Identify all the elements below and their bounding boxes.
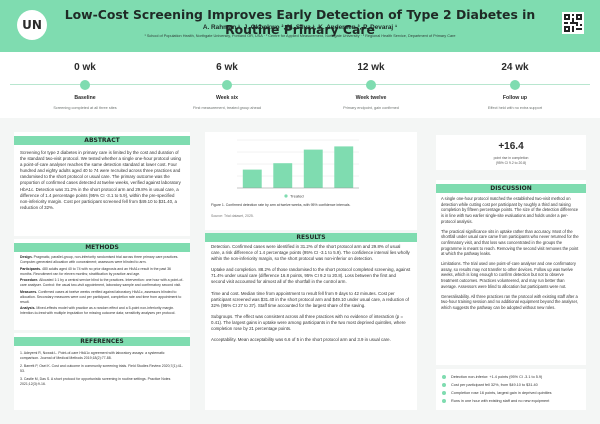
discussion-paragraph: The practical significance sits in uptak… bbox=[441, 228, 579, 257]
milestone-subtext: Effect held with no extra support bbox=[487, 106, 543, 110]
discussion-card: DISCUSSION A single one-hour protocol ma… bbox=[436, 180, 586, 365]
milestone-subtext: First measurement, treated group ahead bbox=[193, 106, 261, 110]
university-logo: UN bbox=[17, 10, 47, 40]
methods-item-participants: Participants. 480 adults aged 40 to 74 w… bbox=[20, 267, 184, 277]
methods-list: Design. Pragmatic, parallel-group, non-i… bbox=[20, 255, 184, 316]
references-heading: REFERENCES bbox=[14, 337, 190, 346]
key-point: Completion rose 16 points, largest gain … bbox=[442, 389, 551, 396]
reference-item: 3. Castle M, Das S. A short protocol for… bbox=[20, 377, 171, 386]
milestone-dot bbox=[222, 80, 232, 90]
methods-item-procedure: Procedure. Allocated 1:1 by a central se… bbox=[20, 278, 184, 288]
chart-bar bbox=[273, 163, 293, 188]
milestone-label: Baseline bbox=[74, 95, 96, 101]
study-timeline: 0 wk Baseline Screening completed at all… bbox=[0, 52, 600, 118]
results-paragraph: Uptake and completion. 88.2% of those ra… bbox=[211, 267, 411, 285]
milestone-time: 0 wk bbox=[74, 62, 96, 73]
chart-bar bbox=[242, 169, 262, 188]
milestone-label: Week six bbox=[215, 95, 239, 101]
results-card: RESULTS Detection. Confirmed cases were … bbox=[205, 233, 417, 410]
milestone-time: 6 wk bbox=[216, 62, 238, 73]
results-paragraph: Subgroups. The effect was consistent acr… bbox=[211, 313, 406, 332]
methods-card: METHODS Design. Pragmatic, parallel-grou… bbox=[14, 239, 190, 330]
headline-stat-label-line: point rise in completion bbox=[493, 156, 529, 160]
milestone-label: Follow up bbox=[502, 95, 528, 101]
bullet-dot-icon bbox=[442, 382, 446, 387]
headline-stat-value: +16.4 bbox=[498, 141, 524, 152]
results-paragraph: Acceptability. Mean acceptability was 6.… bbox=[211, 337, 391, 343]
milestone-follow-up: 24 wk Follow up Effect held with no extr… bbox=[445, 62, 585, 110]
reference-item: 1. Adeyemi R, Nowak L. Point-of-care HbA… bbox=[20, 351, 165, 360]
milestone-dot bbox=[510, 80, 520, 90]
figure-caption: Figure 1. Confirmed detection rate by ar… bbox=[211, 203, 351, 207]
chart-legend-label: Treated bbox=[290, 194, 304, 199]
results-paragraph: Time and cost. Median time from appointm… bbox=[211, 290, 409, 308]
results-heading: RESULTS bbox=[205, 233, 417, 242]
headline-stat-card: +16.4 point rise in completion (95% CI 9… bbox=[436, 135, 586, 170]
timeline-line bbox=[10, 84, 590, 85]
bullet-dot-icon bbox=[442, 398, 446, 403]
methods-item-text: Confirmed cases at twelve weeks verified… bbox=[20, 289, 182, 304]
poster-title: Low-Cost Screening Improves Early Detect… bbox=[64, 7, 536, 37]
figure-source: Source: Trial dataset, 2025. bbox=[211, 214, 254, 218]
discussion-paragraph: Generalisability. All three practices ra… bbox=[441, 293, 579, 310]
references-list: 1. Adeyemi R, Nowak L. Point-of-care HbA… bbox=[20, 351, 184, 387]
affiliations: ¹ School of Population Health, Northgate… bbox=[144, 34, 456, 38]
key-point: Detection non-inferior: +1.4 points (95%… bbox=[442, 373, 542, 380]
milestone-week-twelve: 12 wk Week twelve Primary endpoint, gain… bbox=[301, 62, 441, 110]
chart-bar bbox=[334, 146, 354, 188]
milestone-dot bbox=[366, 80, 376, 90]
headline-stat-label-line: (95% CI 9.2 to 20.8) bbox=[495, 160, 527, 165]
methods-item-analysis: Analysis. Mixed-effects model with pract… bbox=[20, 306, 184, 316]
discussion-text: A single one-hour protocol matched the e… bbox=[441, 196, 581, 311]
headline-stat-label: point rise in completion (95% CI 9.2 to … bbox=[436, 156, 586, 165]
figure-card: Treated Figure 1. Confirmed detection ra… bbox=[205, 132, 417, 230]
discussion-heading: DISCUSSION bbox=[436, 184, 586, 193]
milestone-dot bbox=[80, 80, 90, 90]
methods-item-text: Pragmatic, parallel-group, non-inferiori… bbox=[20, 255, 179, 264]
methods-heading: METHODS bbox=[14, 243, 190, 252]
bullet-dot-icon bbox=[442, 374, 446, 379]
bullet-dot-icon bbox=[442, 390, 446, 395]
discussion-paragraph: Limitations. The trial used one point-of… bbox=[441, 261, 576, 289]
key-point: Cost per participant fell 32%, from $49.… bbox=[442, 381, 538, 388]
key-point: Runs in one hour with existing staff and… bbox=[442, 397, 549, 404]
milestone-week-six: 6 wk Week six First measurement, treated… bbox=[157, 62, 297, 110]
results-text: Detection. Confirmed cases were identifi… bbox=[211, 244, 411, 343]
milestone-subtext: Screening completed at all three sites bbox=[53, 106, 117, 110]
key-point-text: Detection non-inferior: +1.4 points (95%… bbox=[451, 374, 543, 379]
methods-item-label: Procedure. bbox=[20, 278, 39, 282]
milestone-label: Week twelve bbox=[355, 95, 387, 101]
methods-item-text: Allocated 1:1 by a central service blind… bbox=[20, 278, 184, 287]
key-point-text: Runs in one hour with existing staff and… bbox=[451, 398, 550, 403]
key-points-card: Detection non-inferior: +1.4 points (95%… bbox=[436, 369, 586, 410]
poster-header: UN Low-Cost Screening Improves Early Det… bbox=[0, 0, 600, 52]
methods-item-text: Mixed-effects model with practice as a r… bbox=[20, 306, 176, 315]
discussion-paragraph: A single one-hour protocol matched the e… bbox=[441, 196, 579, 224]
chart-bar bbox=[303, 149, 323, 188]
milestone-time: 24 wk bbox=[501, 62, 529, 73]
methods-item-label: Participants. bbox=[20, 266, 42, 271]
methods-item-text: 480 adults aged 40 to 74 with no prior d… bbox=[20, 266, 172, 276]
key-point-text: Cost per participant fell 32%, from $49.… bbox=[451, 382, 538, 387]
detection-bar-chart: Treated bbox=[237, 139, 359, 199]
abstract-text: Screening for type 2 diabetes in primary… bbox=[20, 150, 181, 210]
milestone-time: 12 wk bbox=[357, 62, 385, 73]
references-card: REFERENCES 1. Adeyemi R, Nowak L. Point-… bbox=[14, 333, 190, 410]
results-paragraph: Detection. Confirmed cases were identifi… bbox=[211, 244, 410, 262]
methods-item-label: Analysis. bbox=[20, 306, 36, 310]
qr-code-icon[interactable] bbox=[562, 12, 584, 34]
methods-item-label: Design. bbox=[20, 255, 33, 259]
abstract-card: ABSTRACT Screening for type 2 diabetes i… bbox=[14, 132, 190, 236]
milestone-baseline: 0 wk Baseline Screening completed at all… bbox=[15, 62, 155, 110]
abstract-heading: ABSTRACT bbox=[14, 136, 190, 145]
key-point-text: Completion rose 16 points, largest gain … bbox=[451, 390, 552, 395]
reference-item: 2. Barrett P, Osei K. Cost and outcome i… bbox=[20, 364, 183, 373]
methods-item-measures: Measures. Confirmed cases at twelve week… bbox=[20, 290, 184, 305]
methods-item-design: Design. Pragmatic, parallel-group, non-i… bbox=[20, 255, 184, 265]
author-list: A. Rahman ¹, J. Okonkwo ², M. Silva ¹, K… bbox=[202, 24, 398, 31]
methods-item-label: Measures. bbox=[20, 289, 38, 294]
milestone-subtext: Primary endpoint, gain confirmed bbox=[343, 106, 399, 110]
chart-legend-swatch bbox=[284, 194, 288, 198]
